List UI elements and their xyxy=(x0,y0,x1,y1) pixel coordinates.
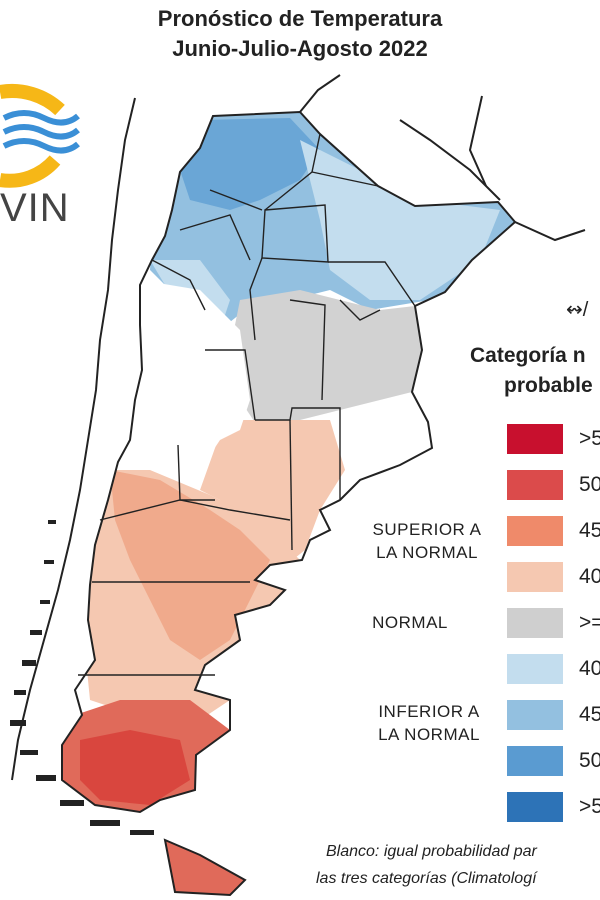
legend-swatch xyxy=(507,700,563,730)
legend-label: 45 xyxy=(579,519,600,542)
region-red-strong xyxy=(80,730,190,805)
marker-glyph: ↭/ xyxy=(566,299,589,321)
legend-swatch xyxy=(507,792,563,822)
province-borders xyxy=(78,133,416,676)
legend-swatch xyxy=(507,516,563,546)
legend-swatch xyxy=(507,562,563,592)
legend-label: >5 xyxy=(579,795,600,818)
legend-swatch xyxy=(507,654,563,684)
legend-label: >= xyxy=(579,611,600,634)
region-salmon-center xyxy=(200,420,345,570)
logo-wave-3 xyxy=(2,138,80,154)
region-grey-center xyxy=(230,290,422,430)
note-line2: las tres categorías (Climatologí xyxy=(316,870,537,887)
legend-label: 45 xyxy=(579,703,600,726)
legend-group-superior: SUPERIOR A LA NORMAL xyxy=(372,520,482,562)
legend-swatch xyxy=(507,746,563,776)
logo-wave-2 xyxy=(2,124,80,140)
note-line1: Blanco: igual probabilidad par xyxy=(326,843,537,860)
legend-swatch xyxy=(507,424,563,454)
region-tierra-del-fuego xyxy=(163,838,247,897)
legend-label: 40 xyxy=(579,565,600,588)
logo-wave-1 xyxy=(2,110,80,126)
region-salmon-mid xyxy=(110,470,270,660)
smn-logo xyxy=(0,83,80,188)
legend-label: 40 xyxy=(579,657,600,680)
chile-coast-islands xyxy=(10,520,154,835)
neighbor-borders xyxy=(11,74,586,781)
region-white-cuyo xyxy=(120,280,250,470)
legend-title-line1: Categoría n xyxy=(470,344,586,367)
region-blue-strong xyxy=(180,118,320,210)
legend-title-line2: probable xyxy=(504,374,593,397)
legend-group-normal: NORMAL xyxy=(372,613,448,632)
legend-label: 50 xyxy=(579,749,600,772)
legend-label: 50 xyxy=(579,473,600,496)
legend-swatch xyxy=(507,608,563,638)
legend-swatch xyxy=(507,470,563,500)
logo-sun-arc xyxy=(0,83,65,116)
map-title-line1: Pronóstico de Temperatura xyxy=(157,6,443,31)
logo-sun-arc-lower xyxy=(0,155,61,188)
map-title-line2: Junio-Julio-Agosto 2022 xyxy=(172,36,428,61)
legend-group-inferior: INFERIOR A LA NORMAL xyxy=(378,702,480,744)
logo-text: VIN xyxy=(0,186,70,230)
legend-label: >5 xyxy=(579,427,600,450)
